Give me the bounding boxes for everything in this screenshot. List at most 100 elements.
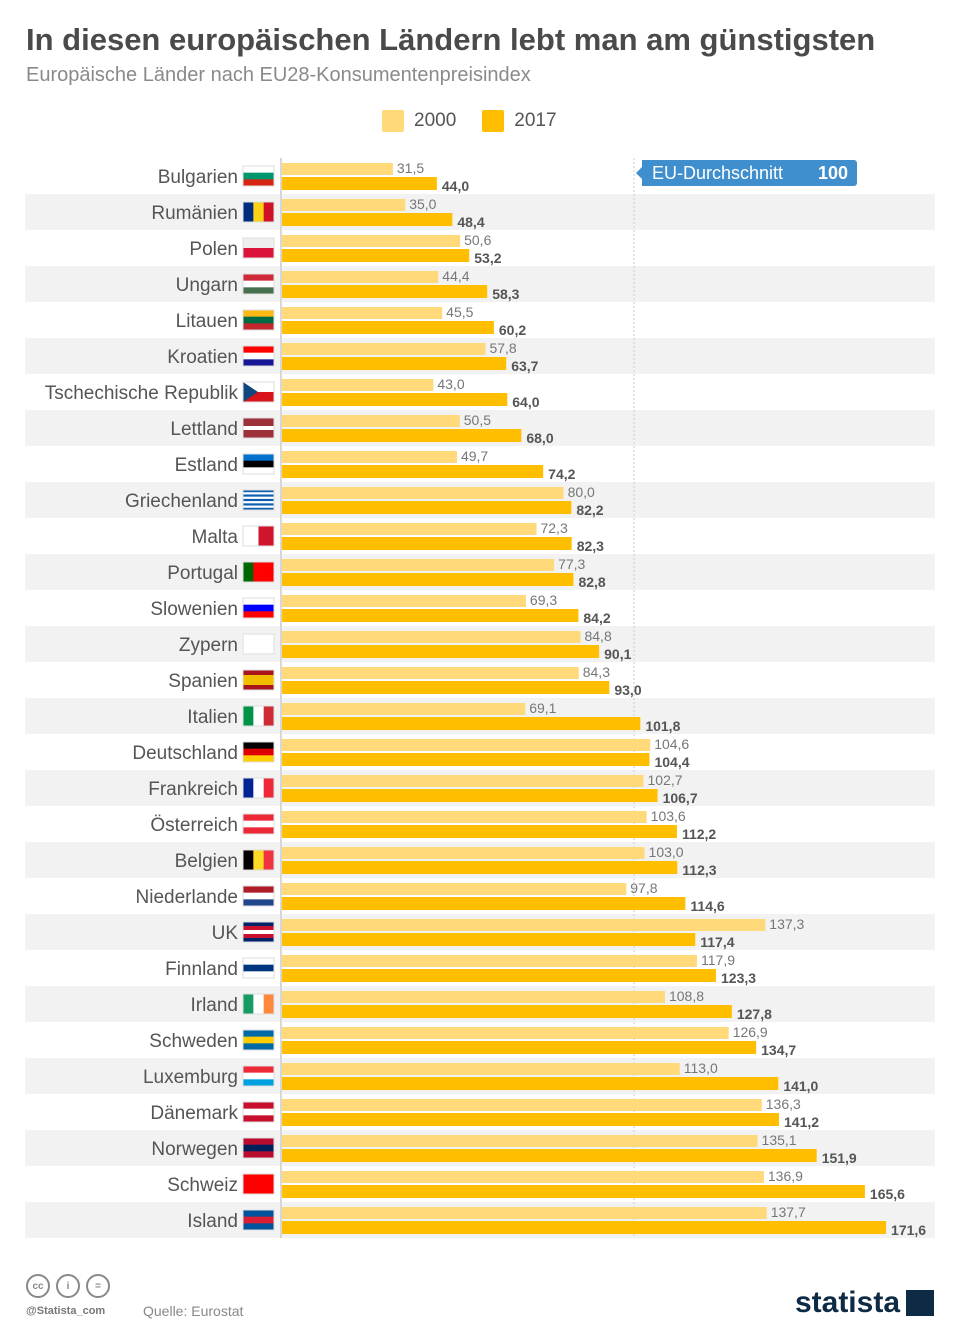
row-band xyxy=(25,194,935,230)
value-label-2000: 137,3 xyxy=(769,916,804,932)
bar-2000 xyxy=(282,991,665,1003)
value-label-2000: 49,7 xyxy=(461,448,488,464)
flag-stripe xyxy=(243,382,274,393)
flag-stripe xyxy=(243,467,274,475)
bar-2017 xyxy=(282,429,522,442)
flag-luxemburg-icon xyxy=(242,1065,275,1087)
cc-icon: cc xyxy=(26,1274,50,1298)
bar-2017 xyxy=(282,969,717,982)
bar-2017 xyxy=(282,681,610,694)
flag-stripe xyxy=(243,892,274,900)
flag-spanien-icon xyxy=(242,669,275,691)
bar-2017 xyxy=(282,177,437,190)
bar-2000 xyxy=(282,811,647,823)
flag-island-icon xyxy=(242,1209,275,1231)
flag-stripe xyxy=(263,706,275,726)
statista-logo[interactable]: statista xyxy=(795,1286,934,1320)
flag-österreich-icon xyxy=(242,813,275,835)
value-label-2000: 97,8 xyxy=(630,880,657,896)
country-label: Polen xyxy=(189,239,238,260)
value-label-2000: 103,0 xyxy=(649,844,684,860)
logo-mark-icon xyxy=(906,1290,934,1316)
value-label-2017: 141,2 xyxy=(784,1114,819,1130)
flag-stripe xyxy=(243,422,274,427)
bar-2000 xyxy=(282,739,651,751)
country-label: Österreich xyxy=(150,815,238,836)
flag-stripe xyxy=(243,505,274,509)
flag-stripe xyxy=(243,604,274,612)
flag-belgien-icon xyxy=(242,849,275,871)
value-label-2017: 127,8 xyxy=(737,1006,772,1022)
country-label: Deutschland xyxy=(132,743,238,764)
value-label-2017: 74,2 xyxy=(548,466,575,482)
bar-2017 xyxy=(282,573,574,586)
value-label-2017: 151,9 xyxy=(822,1150,857,1166)
value-label-2000: 72,3 xyxy=(540,520,567,536)
flag-tschechische-republik-icon xyxy=(242,381,275,403)
value-label-2000: 80,0 xyxy=(568,484,595,500)
value-label-2017: 60,2 xyxy=(499,322,526,338)
country-label: Malta xyxy=(192,527,239,548)
flag-stripe xyxy=(243,498,274,502)
bar-2017 xyxy=(282,861,678,874)
flag-stripe xyxy=(243,1066,274,1073)
value-label-2000: 108,8 xyxy=(669,988,704,1004)
flag-stripe xyxy=(243,490,274,493)
country-label: Island xyxy=(187,1211,238,1232)
value-label-2000: 57,8 xyxy=(489,340,516,356)
value-label-2017: 114,6 xyxy=(690,898,724,914)
value-label-2000: 77,3 xyxy=(558,556,585,572)
value-label-2000: 102,7 xyxy=(648,772,683,788)
value-label-2000: 31,5 xyxy=(397,160,424,176)
flag-stripe xyxy=(253,706,264,726)
country-label: Norwegen xyxy=(151,1139,238,1160)
value-label-2000: 126,9 xyxy=(733,1024,768,1040)
value-label-2000: 137,7 xyxy=(771,1204,806,1220)
flag-stripe xyxy=(243,755,274,763)
flag-stripe xyxy=(243,172,274,180)
reference-label: EU-Durchschnitt xyxy=(652,163,783,183)
legend-item-2000: 2000 xyxy=(382,110,456,132)
flag-stripe xyxy=(243,1223,274,1231)
value-label-2000: 50,6 xyxy=(464,232,491,248)
flag-stripe xyxy=(243,926,274,931)
flag-stripe xyxy=(243,507,274,511)
country-label: Niederlande xyxy=(136,887,238,908)
flag-stripe xyxy=(243,1043,274,1051)
country-label: Ungarn xyxy=(176,275,238,296)
bar-2000 xyxy=(282,523,537,535)
flag-stripe xyxy=(243,1184,274,1195)
flag-polen-icon xyxy=(242,237,275,259)
flag-stripe xyxy=(243,899,274,907)
flag-stripe xyxy=(243,496,274,500)
reference-callout xyxy=(636,160,857,186)
footer-handle: @Statista_com xyxy=(26,1305,106,1317)
flag-stripe xyxy=(243,501,274,504)
value-label-2000: 84,8 xyxy=(584,628,611,644)
bar-2000 xyxy=(282,1027,729,1039)
flag-kroatien-icon xyxy=(242,345,275,367)
flag-stripe xyxy=(243,287,274,295)
flag-portugal-icon xyxy=(242,561,275,583)
country-label: Luxemburg xyxy=(143,1067,238,1088)
flag-stripe xyxy=(243,886,274,893)
flag-stripe xyxy=(263,994,275,1014)
chart-title: In diesen europäischen Ländern lebt man … xyxy=(26,22,876,57)
value-label-2000: 136,9 xyxy=(768,1168,803,1184)
chart-subtitle: Europäische Länder nach EU28-Konsumenten… xyxy=(26,64,531,86)
value-label-2017: 84,2 xyxy=(583,610,610,626)
flag-deutschland-icon xyxy=(242,741,275,763)
flag-irland-icon xyxy=(242,993,275,1015)
bar-2000 xyxy=(282,487,564,499)
flag-stripe xyxy=(243,503,274,506)
bar-2017 xyxy=(282,1041,757,1054)
value-label-2017: 171,6 xyxy=(891,1222,926,1238)
flag-stripe xyxy=(243,392,274,403)
country-label: Finnland xyxy=(165,959,238,980)
country-label: Rumänien xyxy=(151,203,238,224)
flag-stripe xyxy=(243,202,254,222)
flag-stripe xyxy=(243,494,274,497)
flag-finnland-icon xyxy=(242,957,275,979)
flag-stripe xyxy=(243,930,274,935)
